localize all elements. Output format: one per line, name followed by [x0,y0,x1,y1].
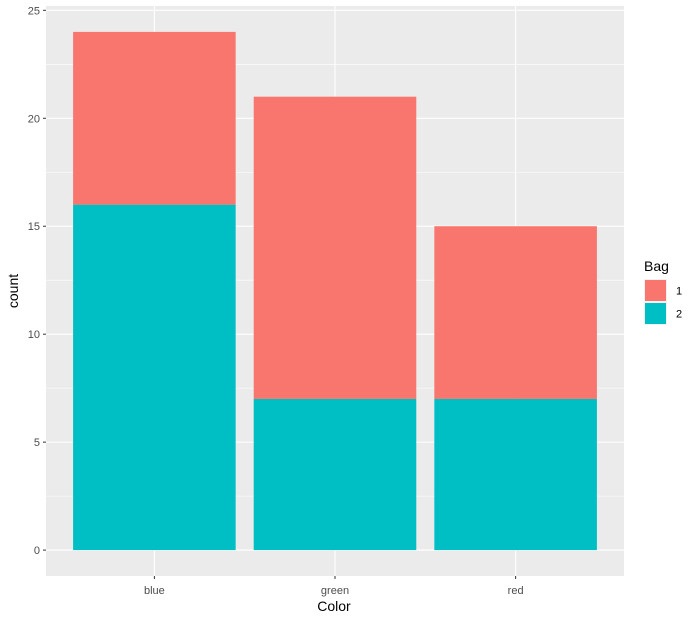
y-tick-label: 15 [28,221,40,233]
y-axis-ticks: 0 5 10 15 20 25 [28,5,46,557]
legend-title: Bag [644,258,669,274]
legend-label: 2 [676,309,682,321]
y-axis-title: count [5,274,21,308]
y-tick-label: 25 [28,5,40,17]
x-axis-title: Color [317,598,351,614]
bars [73,31,597,551]
y-tick-label: 10 [28,329,40,341]
x-tick-label: blue [144,585,165,597]
x-axis-ticks: blue green red [144,576,524,597]
x-tick-label: green [321,585,349,597]
bar-red-bag-1 [434,226,597,399]
legend-key-swatch [645,303,666,324]
bar-blue-bag-2 [73,204,236,551]
legend-key-swatch [645,280,666,301]
x-tick-label: red [508,585,524,597]
legend-items: 12 [644,279,682,325]
bar-green-bag-1 [253,96,417,399]
y-tick-label: 20 [28,113,40,125]
y-tick-label: 5 [34,437,40,449]
legend-label: 1 [676,286,682,298]
bar-red-bag-2 [434,398,597,551]
bar-green-bag-2 [253,398,417,551]
bar-blue-bag-1 [73,31,236,205]
legend: Bag 12 [644,258,682,325]
y-tick-label: 0 [34,545,40,557]
